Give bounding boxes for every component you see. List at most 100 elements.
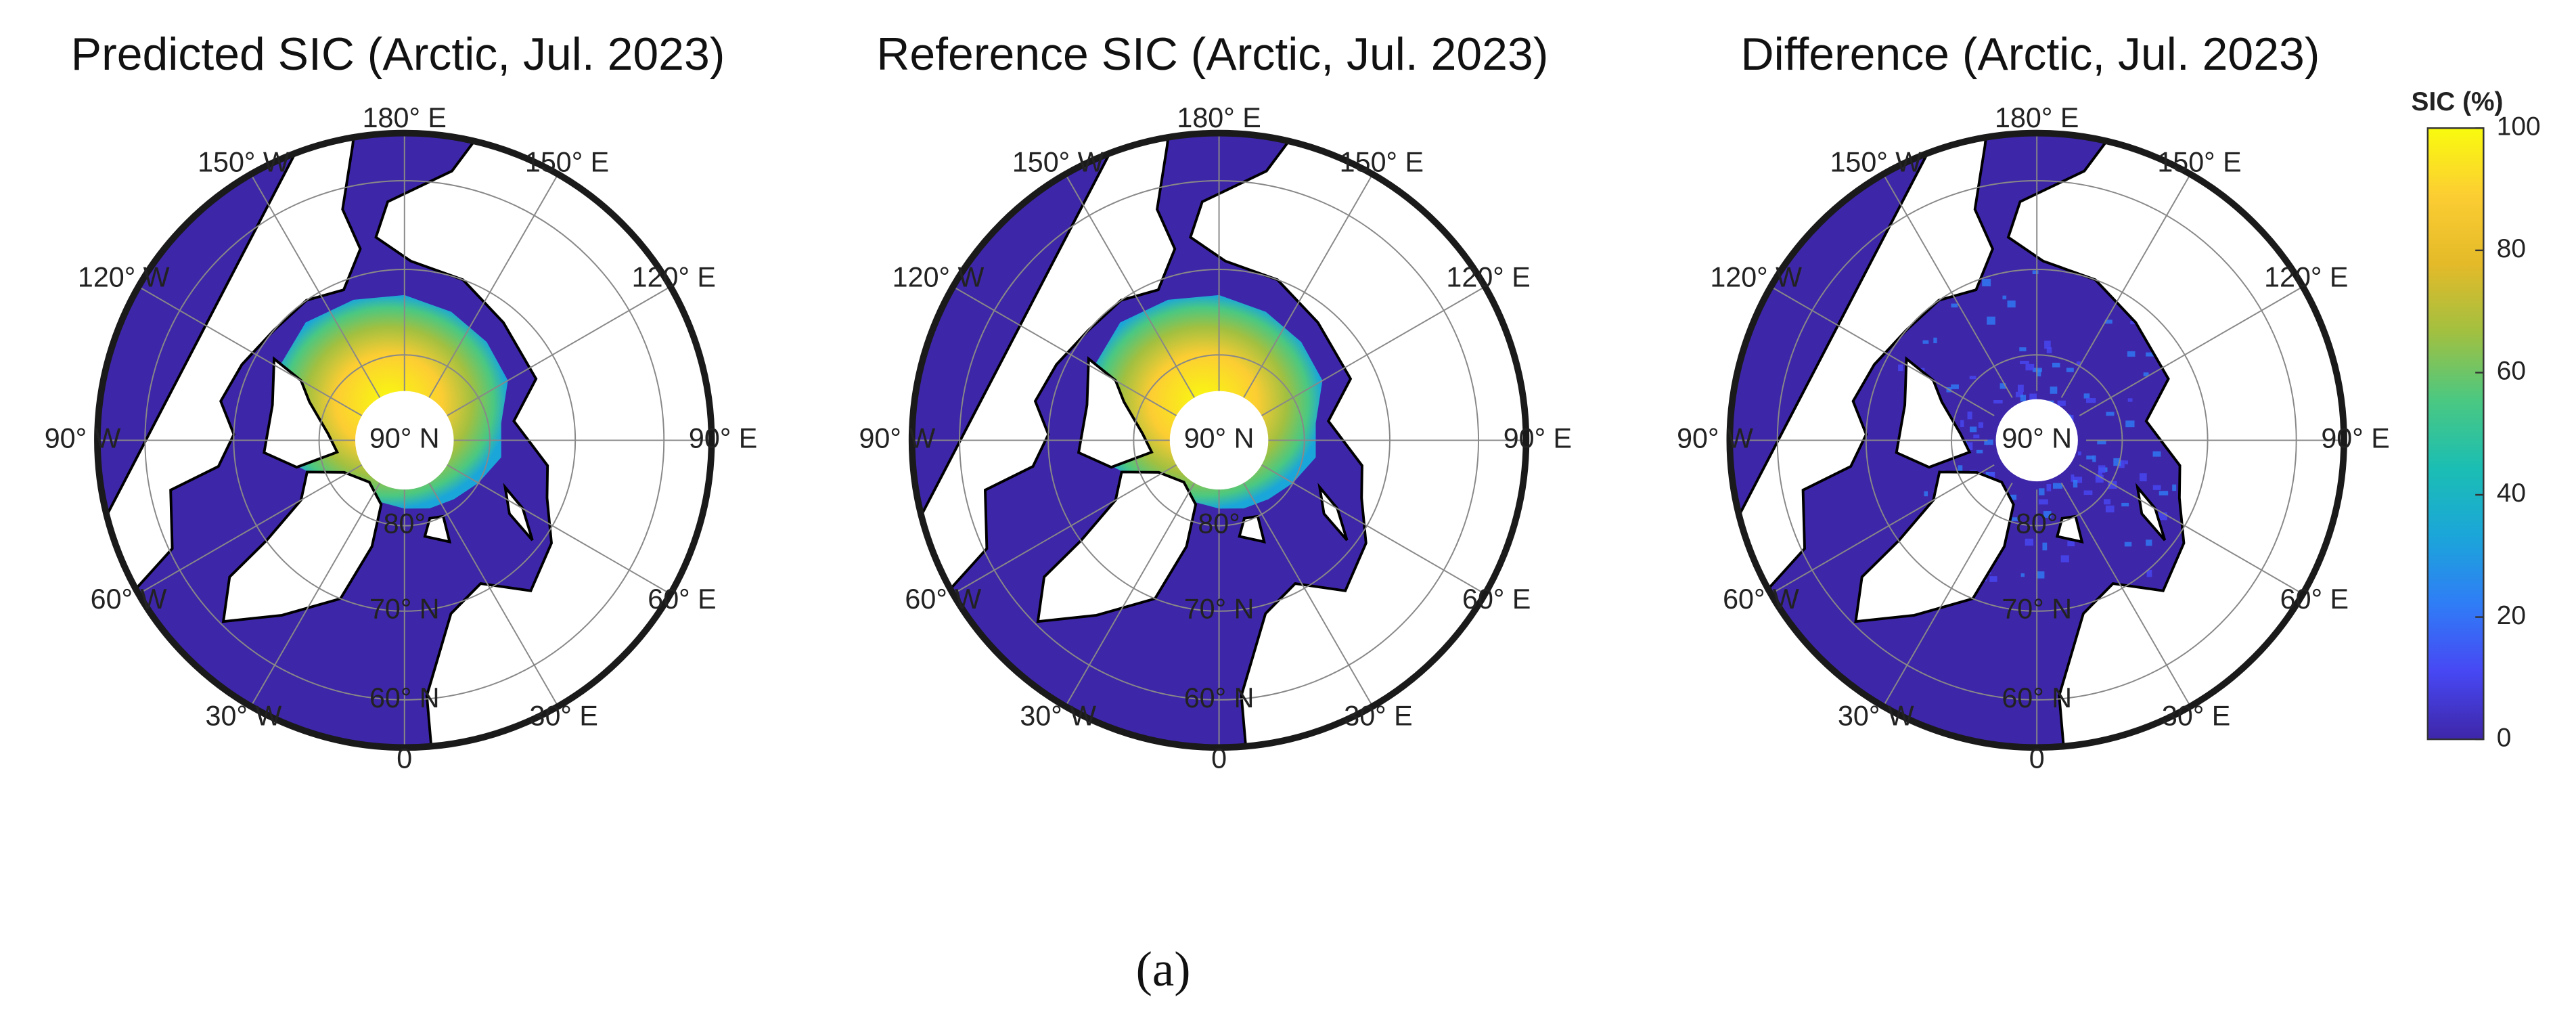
longitude-label: 180° E — [1177, 102, 1261, 133]
difference-speckle — [2124, 460, 2128, 464]
difference-speckle — [2172, 484, 2177, 491]
graticule — [1770, 286, 1995, 416]
difference-speckle — [2076, 361, 2081, 366]
difference-speckle — [1969, 376, 1976, 380]
longitude-label: 90° W — [859, 422, 935, 454]
graticule — [1882, 173, 2013, 398]
difference-speckle — [1951, 384, 1959, 389]
difference-speckle — [2067, 541, 2075, 547]
graticule — [1064, 483, 1196, 707]
difference-speckle — [1924, 491, 1928, 497]
difference-speckle — [2046, 483, 2052, 491]
difference-speckle — [1922, 340, 1929, 344]
land — [911, 133, 1183, 657]
pole-hole — [1169, 391, 1269, 490]
difference-speckle — [2029, 393, 2037, 401]
difference-speckle — [2086, 456, 2094, 460]
latitude-label: 90° N — [2002, 422, 2072, 454]
difference-speckle — [2104, 320, 2112, 324]
colorbar-tick-label: 0 — [2497, 723, 2512, 752]
longitude-label: 30° W — [1838, 700, 1914, 731]
longitude-label: 90° W — [1677, 422, 1753, 454]
panel-title: Predicted SIC (Arctic, Jul. 2023) — [71, 28, 725, 80]
land — [1036, 470, 1198, 623]
colorbar-tick-label: 20 — [2497, 601, 2526, 630]
land — [1854, 470, 2015, 623]
longitude-label: 120° E — [632, 261, 716, 292]
map-panel — [97, 133, 712, 748]
graticule — [428, 173, 559, 398]
graticule — [2060, 483, 2191, 707]
difference-speckle — [2019, 347, 2027, 351]
difference-speckle — [2118, 460, 2125, 468]
difference-speckle — [2002, 295, 2007, 300]
difference-speckle — [2057, 400, 2066, 406]
difference-speckle — [2020, 573, 2025, 577]
difference-speckle — [2066, 368, 2074, 372]
difference-speckle — [2105, 505, 2115, 512]
colorbar-tick-label: 100 — [2497, 112, 2541, 141]
graticule — [428, 483, 559, 707]
longitude-label: 60° W — [1723, 583, 1799, 615]
longitude-label: 30° W — [206, 700, 282, 731]
colorbar-label: SIC (%) — [2412, 87, 2504, 116]
difference-speckle — [2019, 360, 2029, 364]
longitude-label: 150° W — [1830, 147, 1922, 178]
map-panel — [1730, 133, 2345, 748]
colorbar — [2426, 127, 2485, 741]
colorbar-tick-label: 40 — [2497, 479, 2526, 508]
difference-speckle — [1951, 303, 1958, 308]
longitude-label: 120° W — [78, 261, 170, 292]
difference-speckle — [2152, 451, 2161, 457]
difference-speckle — [2025, 364, 2035, 371]
longitude-label: 150° E — [2157, 147, 2241, 178]
latitude-label: 70° N — [1184, 594, 1255, 625]
difference-speckle — [2073, 479, 2078, 488]
panel-title: Difference (Arctic, Jul. 2023) — [1741, 28, 2320, 80]
difference-speckle — [2039, 488, 2045, 496]
longitude-label: 150° E — [525, 147, 609, 178]
caption: (a) — [1136, 942, 1191, 996]
latitude-label: 80° — [1198, 508, 1240, 539]
graticule — [2079, 464, 2303, 595]
land — [97, 133, 369, 657]
longitude-label: 30° E — [530, 700, 598, 731]
longitude-label: 60° E — [2280, 583, 2349, 615]
difference-speckle — [2018, 384, 2024, 393]
latitude-label: 80° — [2016, 508, 2058, 539]
difference-speckle — [2127, 398, 2133, 402]
longitude-label: 60° E — [648, 583, 716, 615]
graticule — [2079, 286, 2303, 416]
colorbar-tick-label: 60 — [2497, 357, 2526, 386]
difference-speckle — [2060, 555, 2069, 563]
latitude-label: 90° N — [1184, 422, 1255, 454]
difference-speckle — [1976, 449, 1983, 454]
latitude-label: 70° N — [369, 594, 440, 625]
panel-title: Reference SIC (Arctic, Jul. 2023) — [876, 28, 1548, 80]
difference-speckle — [1958, 465, 1963, 472]
graticule — [250, 483, 381, 707]
difference-speckle — [2139, 473, 2147, 482]
longitude-label: 120° E — [2264, 261, 2348, 292]
difference-speckle — [1999, 383, 2006, 389]
difference-speckle — [1989, 472, 1995, 478]
difference-speckle — [2121, 502, 2129, 507]
graticule — [1243, 483, 1374, 707]
map-frame — [94, 129, 715, 751]
longitude-label: 120° W — [892, 261, 985, 292]
difference-speckle — [2092, 455, 2096, 462]
difference-speckle — [2044, 340, 2051, 349]
pole-hole — [1995, 399, 2078, 482]
difference-speckle — [1973, 434, 1980, 439]
difference-speckle — [2098, 470, 2102, 479]
difference-speckle — [2086, 398, 2096, 403]
difference-speckle — [2025, 538, 2034, 546]
difference-speckle — [2015, 391, 2024, 397]
difference-speckle — [1978, 422, 1984, 428]
difference-speckle — [2098, 465, 2106, 473]
difference-speckle — [2036, 571, 2045, 579]
difference-speckle — [2010, 517, 2018, 521]
difference-speckle — [2113, 458, 2121, 466]
graticule — [2060, 173, 2191, 398]
